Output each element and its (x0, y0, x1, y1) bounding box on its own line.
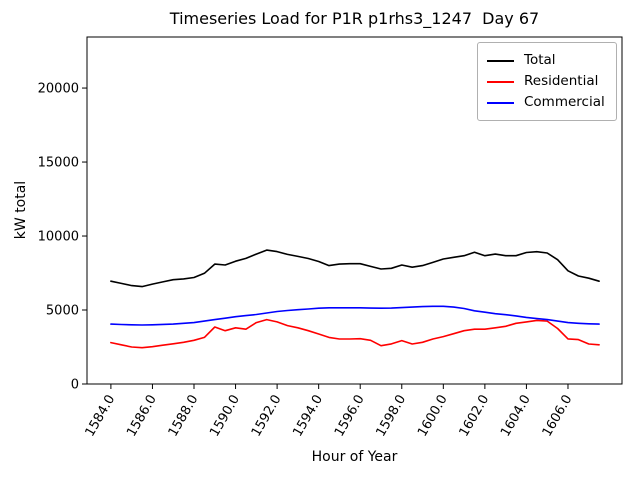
legend-item-commercial: Commercial (487, 92, 616, 113)
x-tick-label: 1588.0 (166, 393, 202, 440)
legend-line-commercial-icon (487, 101, 514, 104)
y-tick-label: 15000 (38, 156, 79, 171)
x-tick-label: 1594.0 (290, 393, 326, 440)
axes-frame (86, 36, 623, 385)
y-tick-label: 20000 (38, 82, 79, 97)
x-tick-label: 1602.0 (457, 393, 493, 440)
x-tick-label: 1606.0 (540, 393, 576, 440)
x-tick-label: 1590.0 (207, 393, 243, 440)
series-line-total (110, 249, 600, 288)
legend-line-residential-icon (487, 80, 514, 83)
legend-label-residential: Residential (524, 72, 599, 89)
chart-title: Timeseries Load for P1R p1rhs3_1247 Day … (169, 9, 540, 28)
x-tick-label: 1592.0 (249, 393, 285, 440)
y-tick-label: 0 (71, 378, 79, 393)
series-line-commercial (110, 305, 600, 326)
x-tick-label: 1586.0 (124, 393, 160, 440)
x-tick-label: 1600.0 (415, 393, 451, 440)
legend-line-total-icon (487, 59, 514, 62)
x-tick-label: 1604.0 (498, 393, 534, 440)
legend-label-total: Total (524, 51, 556, 68)
x-tick-label: 1584.0 (83, 393, 119, 440)
x-tick-label: 1596.0 (332, 393, 368, 440)
y-tick-label: 5000 (46, 304, 79, 319)
y-tick-label: 10000 (38, 230, 79, 245)
legend-label-commercial: Commercial (524, 93, 605, 110)
x-axis-label: Hour of Year (311, 449, 398, 465)
legend: Total Residential Commercial (477, 42, 617, 121)
series-line-residential (110, 318, 600, 349)
x-tick-label: 1598.0 (373, 393, 409, 440)
legend-item-residential: Residential (487, 71, 616, 92)
legend-item-total: Total (487, 50, 616, 71)
y-axis-label: kW total (13, 180, 29, 240)
